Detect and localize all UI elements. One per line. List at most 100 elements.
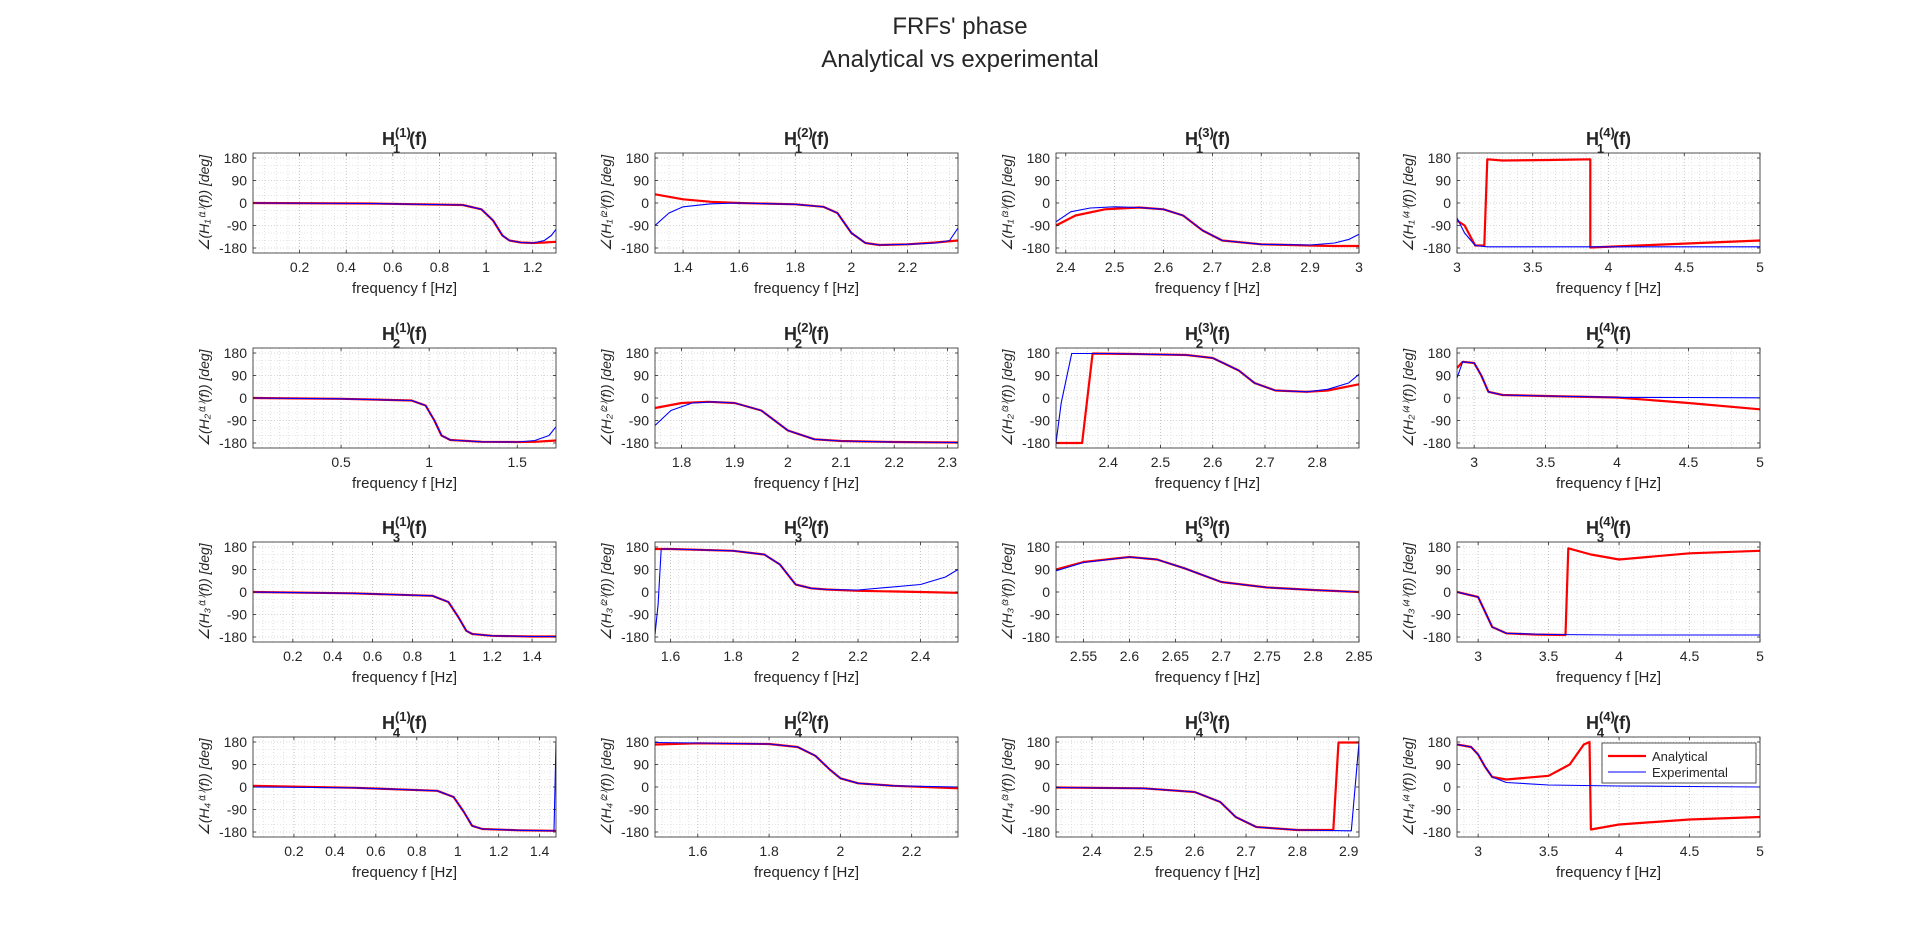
y-tick-label: 90 — [231, 368, 247, 384]
x-tick-label: 2.6 — [1120, 648, 1140, 664]
y-axis-label: ∠(H₂⁽³⁾(f)) [deg] — [999, 348, 1015, 446]
y-tick-label: 180 — [1027, 150, 1051, 166]
y-tick-label: -180 — [621, 629, 649, 645]
y-tick-label: 0 — [1443, 390, 1451, 406]
y-tick-label: 180 — [626, 345, 650, 361]
subplot-title: H(4) 3 (f) — [1586, 514, 1631, 545]
x-axis-label: frequency f [Hz] — [754, 864, 859, 881]
y-tick-label: 0 — [641, 195, 649, 211]
x-tick-label: 0.2 — [283, 648, 303, 664]
y-tick-label: 90 — [633, 368, 649, 384]
y-tick-label: -180 — [1423, 435, 1451, 451]
y-axis-label: ∠(H₂⁽²⁾(f)) [deg] — [598, 348, 614, 446]
y-tick-label: 0 — [1443, 779, 1451, 795]
y-tick-label: -180 — [219, 824, 247, 840]
subplot: 180 90 0 -90 -180 1.6 1.8 2 2.2 frequency f [Hz] ∠… — [598, 709, 959, 881]
y-tick-label: 180 — [1027, 345, 1051, 361]
y-tick-label: 180 — [224, 734, 248, 750]
y-tick-label: 90 — [231, 562, 247, 578]
y-axis-label: ∠(H₄⁽³⁾(f)) [deg] — [999, 737, 1015, 835]
y-tick-label: -180 — [621, 240, 649, 256]
subplot-title: H(1) 4 (f) — [382, 709, 427, 740]
y-tick-label: 90 — [231, 173, 247, 189]
y-tick-label: -90 — [629, 218, 649, 234]
series-experimental-line — [655, 202, 958, 246]
x-tick-label: 2.6 — [1154, 259, 1174, 275]
x-tick-label: 2.2 — [884, 454, 904, 470]
y-tick-label: -90 — [227, 607, 247, 623]
y-tick-label: 0 — [641, 390, 649, 406]
legend-box — [1601, 742, 1757, 784]
x-tick-label: 3 — [1453, 259, 1461, 275]
x-tick-label: 0.6 — [366, 843, 386, 859]
x-axis-label: frequency f [Hz] — [1556, 280, 1661, 297]
x-tick-label: 2.7 — [1203, 259, 1223, 275]
subplot: 180 90 0 -90 -180 3 3.5 4 4.5 5 frequency f [Hz] ∠(… — [1400, 709, 1764, 881]
x-tick-label: 2.55 — [1070, 648, 1097, 664]
subplot: 180 90 0 -90 -180 3 3.5 4 4.5 5 frequency f [Hz] ∠(… — [1400, 320, 1764, 492]
y-tick-label: 0 — [1042, 195, 1050, 211]
y-axis-label: ∠(H₃⁽⁴⁾(f)) [deg] — [1400, 542, 1416, 642]
series-experimental-line — [1056, 352, 1359, 444]
x-axis-label: frequency f [Hz] — [352, 864, 457, 881]
y-tick-label: 90 — [1034, 757, 1050, 773]
x-tick-label: 3 — [1355, 259, 1363, 275]
subplot-title: H(2) 3 (f) — [784, 514, 829, 545]
y-tick-label: 90 — [633, 757, 649, 773]
x-tick-label: 4 — [1615, 843, 1623, 859]
y-tick-label: -90 — [227, 413, 247, 429]
y-axis-label: ∠(H₂⁽¹⁾(f)) [deg] — [196, 348, 212, 446]
subplot: 180 90 0 -90 -180 2.55 2.6 2.65 2.7 2.75 2.8 2.85 fr… — [999, 514, 1373, 686]
x-tick-label: 4.5 — [1680, 648, 1700, 664]
series-experimental-line — [253, 202, 556, 244]
legend-label: Experimental — [1652, 765, 1728, 780]
y-axis-label: ∠(H₁⁽¹⁾(f)) [deg] — [196, 154, 212, 251]
series-experimental-line — [1457, 361, 1760, 399]
y-tick-label: 90 — [1034, 562, 1050, 578]
x-tick-label: 1.2 — [523, 259, 543, 275]
x-tick-label: 2.5 — [1151, 454, 1171, 470]
subplot-title: H(3) 4 (f) — [1185, 709, 1230, 740]
y-tick-label: 180 — [224, 345, 248, 361]
series-experimental-line — [655, 548, 958, 635]
subplot-title: H(1) 2 (f) — [382, 320, 427, 351]
y-tick-label: 0 — [1042, 584, 1050, 600]
x-tick-label: 1.8 — [759, 843, 779, 859]
x-tick-label: 1.6 — [661, 648, 681, 664]
y-axis-label: ∠(H₃⁽²⁾(f)) [deg] — [598, 542, 614, 640]
subplot: 180 90 0 -90 -180 0.2 0.4 0.6 0.8 1 1.2 frequency f… — [196, 125, 557, 297]
x-axis-label: frequency f [Hz] — [1155, 669, 1260, 686]
x-tick-label: 0.4 — [323, 648, 343, 664]
series-experimental-line — [1457, 743, 1760, 788]
x-tick-label: 2.8 — [1252, 259, 1272, 275]
x-tick-label: 2.7 — [1212, 648, 1232, 664]
y-tick-label: 90 — [1034, 368, 1050, 384]
x-tick-label: 0.8 — [430, 259, 450, 275]
y-tick-label: -180 — [621, 435, 649, 451]
series-experimental-line — [1056, 206, 1359, 246]
subplot: 180 90 0 -90 -180 0.2 0.4 0.6 0.8 1 1.2 1.4 frequenc… — [196, 709, 557, 881]
y-tick-label: -90 — [1431, 413, 1451, 429]
y-tick-label: 180 — [626, 150, 650, 166]
subplot: 180 90 0 -90 -180 2.4 2.5 2.6 2.7 2.8 2.9 frequency… — [999, 709, 1360, 881]
y-axis-label: ∠(H₄⁽²⁾(f)) [deg] — [598, 737, 614, 835]
series-experimental-line — [253, 397, 556, 443]
subplot-title: H(2) 4 (f) — [784, 709, 829, 740]
series-analytical-line — [1457, 158, 1760, 249]
y-tick-label: 0 — [239, 779, 247, 795]
x-tick-label: 0.4 — [336, 259, 356, 275]
x-tick-label: 4.5 — [1679, 454, 1699, 470]
x-tick-label: 3 — [1474, 648, 1482, 664]
x-tick-label: 2.7 — [1236, 843, 1256, 859]
x-tick-label: 0.2 — [290, 259, 310, 275]
y-tick-label: 180 — [1428, 345, 1452, 361]
subplot-title: H(3) 1 (f) — [1185, 125, 1230, 156]
series-experimental-line — [655, 401, 958, 444]
x-tick-label: 1 — [482, 259, 490, 275]
y-tick-label: 0 — [641, 584, 649, 600]
x-tick-label: 0.4 — [325, 843, 345, 859]
x-tick-label: 1 — [448, 648, 456, 664]
x-tick-label: 0.6 — [383, 259, 403, 275]
y-tick-label: -90 — [1030, 607, 1050, 623]
